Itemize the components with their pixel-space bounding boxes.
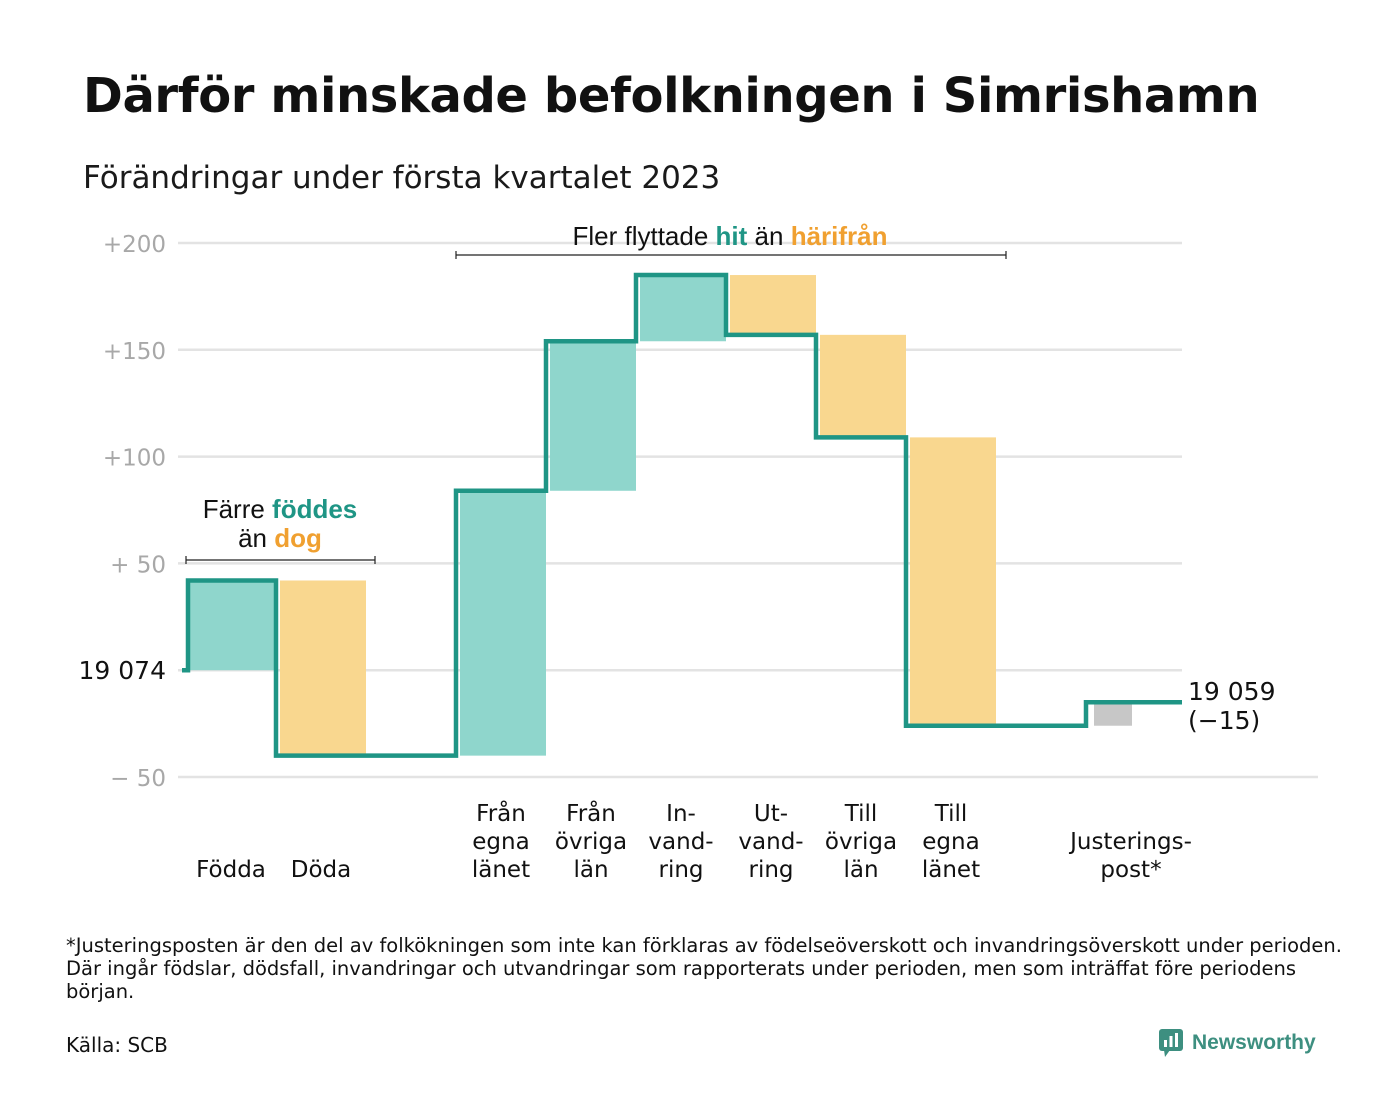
category-label: vand- — [648, 829, 713, 855]
category-label: egna — [472, 829, 529, 855]
bar-frånövrigalän — [550, 341, 636, 491]
newsworthy-logo-icon — [1159, 1029, 1183, 1057]
svg-text:Färre föddes: Färre föddes — [203, 494, 358, 524]
category-label: län — [573, 857, 608, 883]
labels: Födda DödaFrånegnalänetFrånövrigalänIn-va… — [79, 656, 1276, 883]
bar-döda — [280, 580, 366, 756]
births-annotation-highlight: föddes — [272, 494, 357, 524]
end-value-label: 19 059 — [1188, 677, 1275, 706]
net-change-label: (−15) — [1188, 706, 1260, 735]
category-label: Till — [934, 801, 968, 827]
svg-text:Fler flyttade hit än härifrån: Fler flyttade hit än härifrån — [572, 221, 887, 251]
moves-annotation: Fler flyttade hit än härifrån — [455, 221, 1007, 259]
step-line-path — [182, 272, 1182, 758]
category-label: Till — [844, 801, 878, 827]
newsworthy-wordmark: Newsworthy — [1192, 1031, 1316, 1054]
category-label: övriga — [825, 829, 897, 855]
category-label: Justerings- — [1068, 829, 1192, 855]
category-label: post* — [1100, 857, 1161, 883]
category-label: ring — [748, 857, 793, 883]
births-annotation-highlight-2: dog — [274, 523, 322, 553]
footnote: *Justeringsposten är den del av folkökni… — [66, 934, 1342, 1003]
births-annotation-prefix: Färre — [203, 494, 272, 524]
category-label: egna — [922, 829, 979, 855]
newsworthy-logo: Newsworthy — [1158, 1028, 1316, 1058]
y-tick-label: +100 — [103, 446, 166, 472]
category-label: länet — [922, 857, 980, 883]
bar-in-vand-ring — [640, 275, 726, 342]
category-label: övriga — [555, 829, 627, 855]
bar-tillövrigalän — [820, 334, 906, 438]
svg-text:än dog: än dog — [238, 523, 322, 553]
bar-tillegnalänet — [910, 437, 996, 726]
step-line — [182, 272, 1182, 758]
births-annotation: Färre föddes än dog — [185, 494, 376, 564]
category-label: Födda — [196, 857, 266, 883]
category-label: Döda — [291, 857, 351, 883]
bar-ut-vand-ring — [730, 275, 816, 335]
category-label: Från — [566, 799, 616, 827]
category-label: vand- — [738, 829, 803, 855]
bar-justerings-post- — [1094, 702, 1132, 726]
category-label: ring — [658, 857, 703, 883]
moves-annotation-mid: än — [747, 221, 790, 251]
category-label: Ut- — [754, 801, 788, 827]
chart-title: Därför minskade befolkningen i Simrisham… — [83, 68, 1260, 124]
bar-frånegnalänet — [460, 490, 546, 756]
moves-annotation-prefix: Fler flyttade — [572, 221, 715, 251]
start-value-label: 19 074 — [79, 656, 166, 685]
waterfall-chart: − 50+ 50+100+150+200 Födda DödaFrånegnalä… — [79, 221, 1318, 883]
bar-födda — [190, 580, 276, 671]
y-tick-label: +200 — [103, 232, 166, 258]
moves-annotation-harifran: härifrån — [791, 221, 888, 251]
category-label: län — [843, 857, 878, 883]
y-tick-label: +150 — [103, 339, 166, 365]
y-tick-label: − 50 — [110, 766, 166, 792]
chart-subtitle: Förändringar under första kvartalet 2023 — [83, 160, 721, 196]
births-annotation-prefix-2: än — [238, 523, 274, 553]
bars — [190, 275, 1132, 756]
category-label: Från — [476, 799, 526, 827]
category-label: länet — [472, 857, 530, 883]
moves-annotation-hit: hit — [716, 221, 748, 251]
y-tick-label: + 50 — [110, 552, 166, 578]
category-label: In- — [666, 801, 696, 827]
source-label: Källa: SCB — [66, 1033, 168, 1057]
